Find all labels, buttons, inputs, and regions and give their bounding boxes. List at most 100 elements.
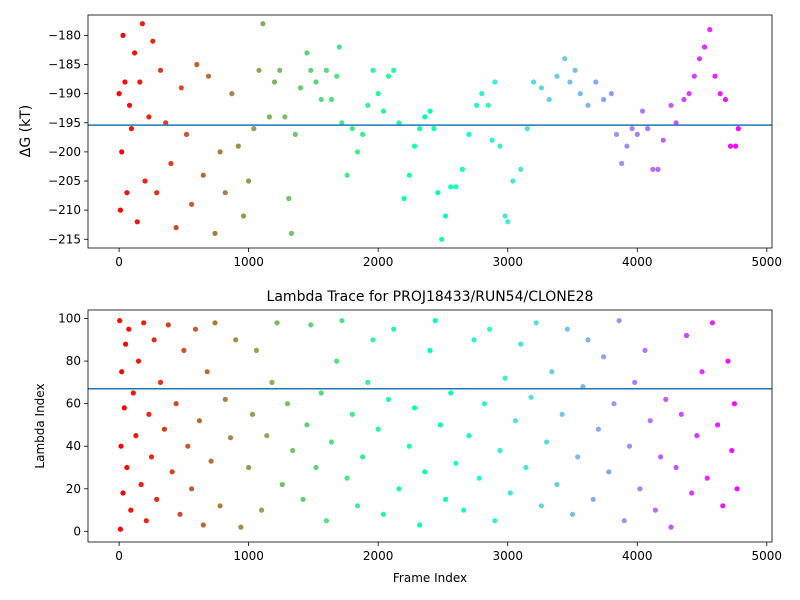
scatter-point (585, 337, 591, 343)
scatter-point (453, 184, 459, 190)
scatter-point (259, 507, 265, 513)
scatter-point (344, 172, 350, 178)
scatter-point (134, 219, 140, 225)
scatter-point (173, 225, 179, 231)
scatter-point (128, 507, 134, 513)
scatter-point (577, 91, 583, 97)
scatter-point (678, 411, 684, 417)
scatter-point (668, 524, 674, 530)
scatter-point (619, 160, 625, 167)
scatter-point (427, 108, 433, 114)
scatter-point (533, 320, 539, 326)
scatter-point (334, 358, 340, 364)
scatter-point (297, 85, 304, 91)
scatter-point (590, 496, 596, 502)
scatter-point (126, 102, 133, 108)
scatter-point (717, 91, 723, 97)
scatter-point (132, 50, 138, 56)
scatter-point (240, 213, 247, 219)
lambda-chart-title: Lambda Trace for PROJ18433/RUN54/CLONE28 (267, 289, 594, 305)
scatter-point (318, 96, 324, 103)
scatter-point (524, 126, 530, 132)
scatter-point (453, 460, 459, 466)
scatter-point (691, 73, 697, 79)
x-tick-label: 2000 (363, 549, 394, 563)
y-tick-label: −205 (48, 174, 81, 188)
x-tick-label: 5000 (752, 255, 783, 269)
scatter-point (572, 67, 578, 73)
scatter-point (401, 195, 407, 202)
x-tick-label: 5000 (752, 549, 783, 563)
scatter-point (729, 447, 735, 454)
scatter-point (502, 375, 508, 381)
y-tick-label: −190 (48, 87, 81, 101)
y-tick-label: 40 (66, 439, 81, 453)
x-tick-label: 4000 (622, 549, 653, 563)
scatter-point (492, 79, 498, 85)
scatter-point (157, 67, 164, 73)
scatter-point (200, 522, 206, 528)
scatter-point (123, 341, 129, 347)
scatter-point (328, 439, 335, 445)
scatter-point (601, 96, 607, 103)
scatter-point (181, 347, 187, 353)
scatter-point (481, 401, 487, 407)
scatter-point (396, 120, 402, 126)
scatter-point (435, 190, 441, 196)
scatter-point (189, 201, 195, 207)
scatter-point (119, 149, 125, 155)
x-tick-label: 1000 (233, 549, 264, 563)
scatter-point (117, 526, 123, 532)
scatter-point (549, 369, 555, 375)
scatter-point (284, 401, 291, 407)
y-tick-label: 80 (66, 354, 81, 368)
scatter-point (505, 219, 511, 225)
y-tick-label: −215 (48, 232, 81, 246)
scatter-point (562, 56, 568, 62)
scatter-point (126, 326, 132, 332)
scatter-point (360, 454, 366, 460)
scatter-point (212, 230, 218, 236)
scatter-point (658, 454, 664, 460)
scatter-point (734, 486, 740, 492)
scatter-point (417, 126, 423, 132)
scatter-point (673, 464, 679, 471)
scatter-point (702, 44, 708, 50)
scatter-point (502, 213, 508, 219)
scatter-point (715, 422, 721, 428)
scatter-point (161, 426, 167, 432)
scatter-point (461, 507, 467, 513)
scatter-point (422, 469, 428, 475)
scatter-point (292, 131, 298, 137)
scatter-point (626, 443, 633, 449)
lambda-scatter-points (117, 318, 740, 532)
scatter-point (595, 426, 602, 432)
scatter-point (288, 230, 294, 236)
scatter-point (391, 326, 397, 332)
lambda-panel: Lambda Trace for PROJ18433/RUN54/CLONE28… (33, 289, 782, 585)
scatter-point (146, 114, 152, 120)
scatter-point (185, 443, 191, 449)
scatter-point (512, 418, 519, 424)
scatter-point (621, 518, 627, 524)
scatter-point (142, 178, 148, 184)
scatter-point (637, 486, 643, 492)
scatter-point (304, 50, 310, 56)
scatter-point (725, 358, 731, 364)
scatter-point (246, 178, 252, 184)
scatter-point (442, 213, 449, 219)
scatter-point (647, 418, 653, 424)
scatter-point (163, 120, 169, 126)
scatter-point (168, 160, 174, 167)
y-tick-label: 0 (73, 524, 81, 538)
scatter-point (569, 511, 576, 517)
scatter-point (196, 418, 202, 424)
scatter-point (375, 91, 381, 97)
scatter-point (694, 433, 700, 439)
scatter-point (642, 347, 648, 353)
scatter-point (118, 443, 124, 449)
scatter-point (531, 79, 537, 85)
scatter-point (370, 67, 376, 73)
x-tick-label: 3000 (492, 255, 523, 269)
scatter-point (681, 96, 687, 103)
